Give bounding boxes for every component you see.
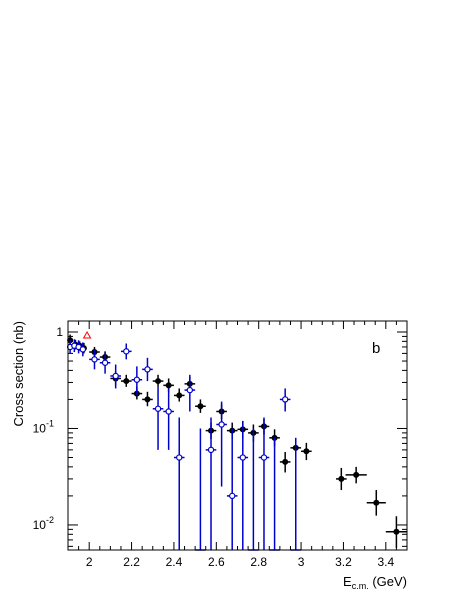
data-point — [336, 467, 347, 491]
x-tick-label: 3 — [298, 555, 305, 569]
data-point — [142, 391, 153, 407]
marker-filled — [373, 499, 380, 506]
data-point — [226, 428, 238, 550]
marker-filled — [338, 475, 345, 482]
x-axis-label-main: E — [343, 574, 352, 589]
data-point — [258, 417, 270, 550]
marker-open — [239, 454, 246, 461]
data-point — [248, 428, 259, 551]
marker-filled — [197, 403, 204, 410]
data-point — [79, 342, 87, 357]
marker-open — [281, 396, 289, 403]
x-tick-label: 2.2 — [123, 555, 140, 569]
marker-open — [79, 346, 87, 353]
marker-open — [229, 492, 236, 500]
data-point — [269, 437, 280, 551]
y-tick-label: 1 — [56, 325, 63, 339]
marker-open — [260, 454, 268, 461]
marker-triangle — [82, 330, 92, 339]
data-point — [195, 399, 206, 413]
data-point — [120, 343, 132, 360]
marker-open — [154, 405, 162, 412]
x-tick-label: 2 — [86, 555, 93, 569]
y-axis-label: Cross section (nb) — [11, 321, 26, 426]
data-point — [290, 437, 302, 551]
marker-open — [186, 386, 194, 394]
x-tick-label: 3.2 — [335, 555, 352, 569]
y-tick-exponent: -2 — [46, 515, 54, 525]
marker-open — [207, 446, 215, 454]
marker-open — [123, 348, 130, 355]
data-point — [385, 516, 407, 548]
marker-filled — [176, 392, 183, 399]
data-point — [279, 452, 291, 473]
x-axis-label: Ec.m. (GeV) — [343, 574, 407, 591]
data-point — [173, 388, 185, 402]
data-point — [195, 428, 206, 551]
data-point — [110, 364, 121, 389]
data-point — [163, 388, 174, 450]
data-point — [301, 442, 312, 461]
marker-open — [165, 408, 172, 415]
marker-filled — [123, 378, 130, 385]
marker-open — [176, 454, 183, 461]
panel-label: b — [372, 340, 380, 357]
marker-filled — [144, 396, 151, 403]
x-tick-label: 2.6 — [208, 555, 225, 569]
data-point — [279, 388, 291, 412]
axis-ticks: 2 2.2 2.4 2.6 2.8 3 3.2 3.4 1 10-1 10-2 — [33, 321, 408, 569]
x-axis-label-unit: (GeV) — [369, 574, 407, 589]
marker-open — [144, 366, 151, 373]
marker-filled — [282, 458, 289, 465]
data-point — [99, 352, 111, 374]
data-point — [152, 386, 164, 450]
marker-filled — [303, 448, 310, 455]
data-point — [173, 417, 185, 550]
data-point — [184, 374, 196, 412]
marker-filled — [353, 471, 360, 478]
data-point — [82, 330, 92, 339]
plot-frame — [67, 320, 408, 551]
marker-open — [133, 376, 141, 383]
y-tick-label: 10-1 — [33, 418, 54, 435]
data-point — [142, 357, 153, 382]
marker-filled — [393, 528, 400, 535]
y-tick-label: 10-2 — [33, 515, 54, 532]
marker-open — [101, 359, 109, 366]
data-point — [152, 374, 164, 387]
marker-filled — [155, 378, 162, 385]
data-marks — [66, 330, 407, 551]
data-point — [131, 366, 143, 396]
x-axis-label-subscript: c.m. — [352, 581, 369, 591]
marker-open — [218, 421, 225, 428]
data-point — [205, 417, 217, 550]
data-point — [237, 420, 249, 550]
data-point — [120, 374, 132, 387]
data-point — [89, 350, 100, 370]
x-tick-label: 2.4 — [166, 555, 183, 569]
marker-open — [112, 372, 119, 380]
x-tick-label: 3.4 — [377, 555, 394, 569]
y-tick-exponent: -1 — [46, 418, 54, 428]
marker-filled — [165, 382, 172, 389]
data-point — [345, 466, 367, 484]
marker-open — [91, 356, 98, 363]
x-tick-label: 2.8 — [250, 555, 267, 569]
data-point — [216, 401, 227, 487]
data-point — [366, 490, 386, 516]
